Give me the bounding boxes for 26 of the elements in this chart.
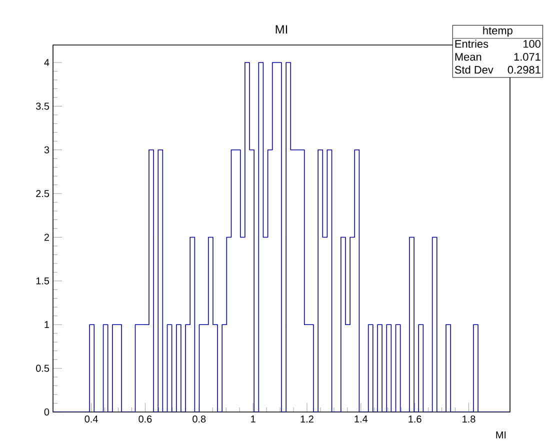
y-tick-label: 0 [44,408,50,416]
x-tick-label: 0.8 [192,416,206,423]
y-tick-label: 1 [44,321,49,328]
annotation: 0.2981 [508,66,540,74]
annotation: Std Dev [454,66,494,74]
x-tick-label: 1 [251,416,256,422]
x-tick-label: 1.8 [462,416,476,423]
x-tick-label: 1.2 [300,416,314,422]
text: 100 [523,40,540,48]
text: 1.071 [514,52,540,61]
text: htemp [483,26,512,37]
y-tick-label: 2 [44,234,49,241]
y-tick-label: 3.5 [36,102,50,110]
x-tick-label: 1.6 [408,416,422,423]
chart-title: MI [276,25,288,34]
x-tick-label: 0.6 [138,416,152,423]
x-tick-label: 1.4 [354,416,368,422]
y-tick-label: 4 [44,59,50,66]
annotation: Entries [455,40,488,48]
x-axis-title: MI [496,432,506,438]
annotation: Mean [455,53,482,61]
x-tick-label: 0.4 [84,416,98,423]
y-tick-label: 3 [44,146,50,154]
y-tick-label: 0.5 [36,364,50,372]
y-tick-label: 1.5 [36,277,50,284]
y-tick-label: 2.5 [36,190,50,198]
